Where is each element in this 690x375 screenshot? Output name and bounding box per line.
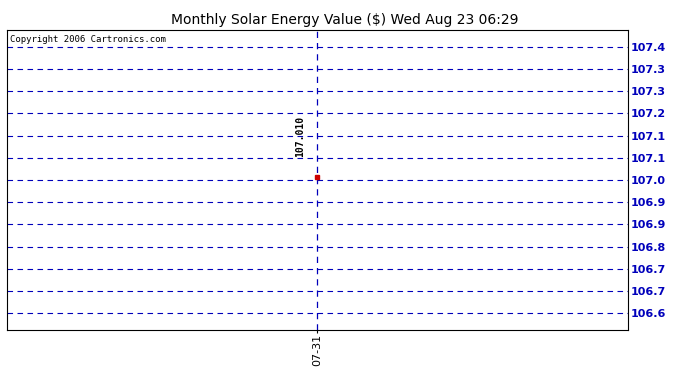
Text: 107.010: 107.010 xyxy=(295,116,305,157)
Text: Monthly Solar Energy Value ($) Wed Aug 23 06:29: Monthly Solar Energy Value ($) Wed Aug 2… xyxy=(171,13,519,27)
Text: Copyright 2006 Cartronics.com: Copyright 2006 Cartronics.com xyxy=(10,34,166,44)
